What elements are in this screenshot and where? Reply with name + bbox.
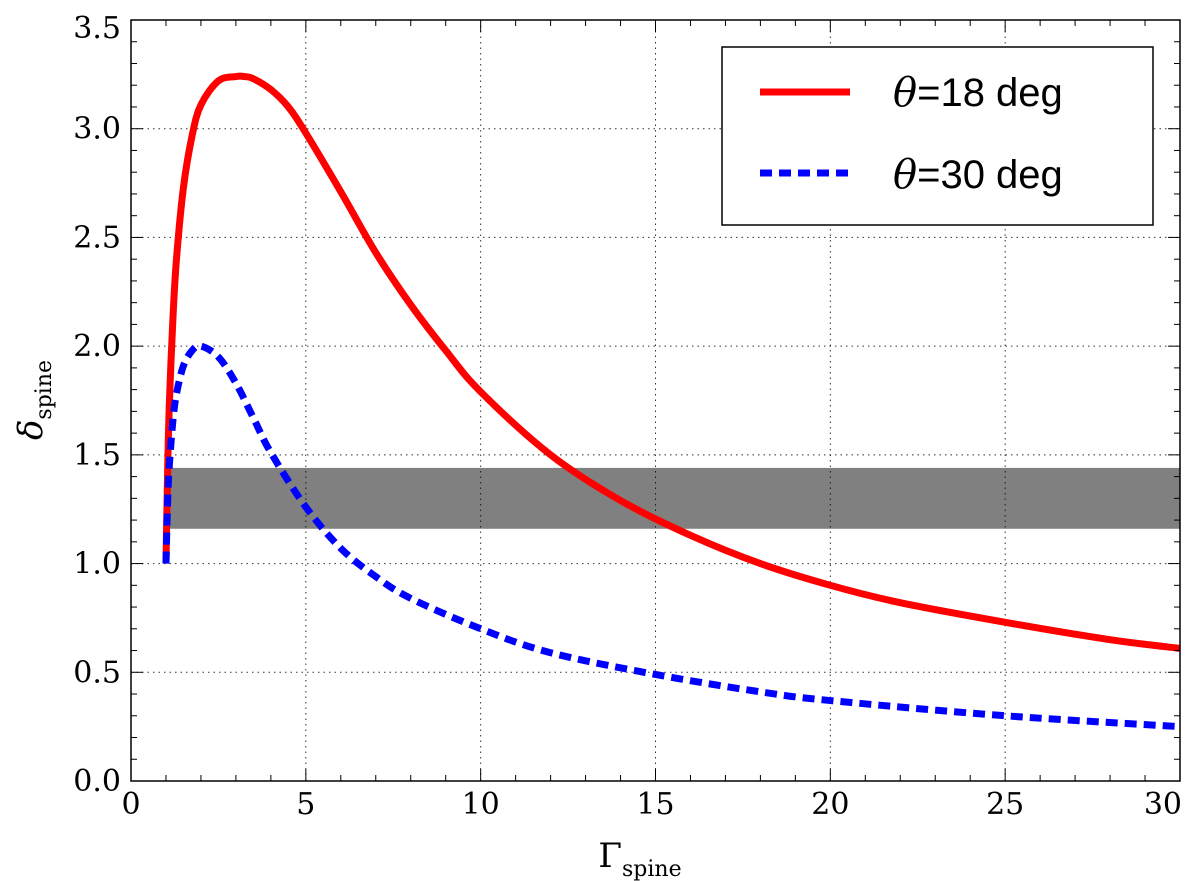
legend-label-theta-18: θ=18 deg (893, 70, 1063, 116)
x-tick-label: 0 (121, 787, 140, 822)
legend: θ=18 deg θ=30 deg (721, 46, 1154, 226)
shaded-band (165, 467, 1180, 529)
y-tick-label: 1.5 (73, 438, 121, 473)
series-layer (162, 72, 1181, 731)
y-tick-label: 0.5 (73, 655, 121, 690)
y-tick-label: 1.0 (73, 547, 121, 582)
x-tick-label: 10 (462, 787, 500, 822)
x-tick-label: 20 (811, 787, 849, 822)
tick-layer (130, 19, 1181, 782)
y-tick-label: 3.5 (73, 11, 121, 46)
y-axis-label: δspine (11, 360, 57, 440)
y-tick-label: 2.5 (73, 220, 121, 255)
y-tick-label: 2.0 (73, 329, 121, 364)
x-tick-label: 5 (296, 787, 315, 822)
x-axis-label: Γspine (598, 836, 681, 881)
tick-labels: 0 5 10 15 20 25 30 0.0 0.5 1.0 1.5 2.0 2.5 3.0 3.5 (73, 11, 1182, 822)
y-tick-label: 3.0 (73, 112, 121, 147)
legend-label-theta-30: θ=30 deg (893, 152, 1063, 198)
series-line-1 (162, 342, 1181, 731)
x-tick-label: 30 (1144, 787, 1182, 822)
legend-box (721, 46, 1154, 226)
band-layer (165, 467, 1180, 529)
y-tick-label: 0.0 (73, 764, 121, 799)
x-tick-label: 25 (986, 787, 1024, 822)
x-tick-label: 15 (636, 787, 674, 822)
series-line-0 (162, 72, 1181, 652)
